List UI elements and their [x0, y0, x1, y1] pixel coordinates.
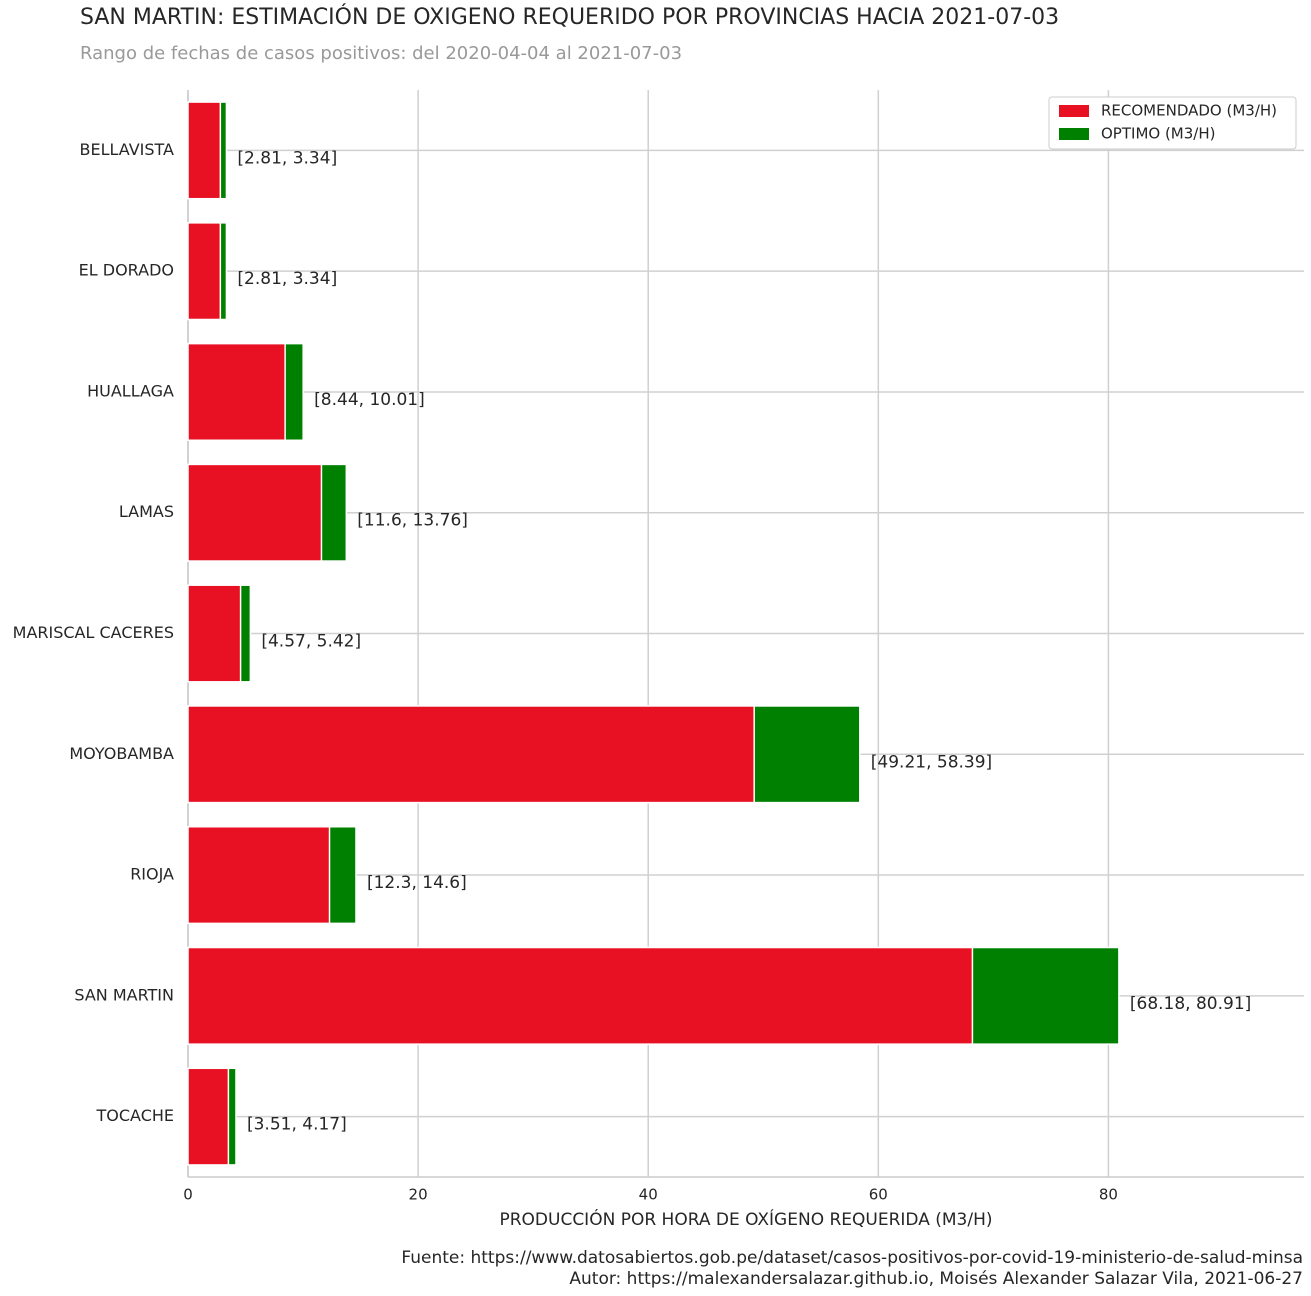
value-label: [2.81, 3.34]: [237, 269, 337, 289]
footer: Fuente: https://www.datosabiertos.gob.pe…: [401, 1248, 1303, 1268]
x-tick-label: 40: [639, 1186, 658, 1204]
bar: [187, 222, 222, 321]
y-tick-label: MOYOBAMBA: [69, 744, 174, 763]
bar: [187, 584, 242, 683]
legend-box: [1048, 96, 1297, 150]
chart-title: SAN MARTIN: ESTIMACIÓN DE OXIGENO REQUER…: [80, 4, 1059, 30]
value-label: [8.44, 10.01]: [314, 390, 425, 410]
chart-subtitle: Rango de fechas de casos positivos: del …: [80, 43, 682, 64]
footer: Autor: https://malexandersalazar.github.…: [569, 1269, 1303, 1289]
y-tick-label: LAMAS: [119, 502, 174, 521]
bar: [187, 705, 755, 804]
bar: [187, 946, 974, 1045]
bar: [187, 463, 323, 562]
bar: [187, 825, 331, 925]
y-tick-label: BELLAVISTA: [80, 140, 175, 159]
x-tick-label: 80: [1099, 1186, 1118, 1204]
value-label: [68.18, 80.91]: [1130, 994, 1251, 1014]
y-tick-label: EL DORADO: [79, 261, 174, 280]
legend-swatch: [1059, 105, 1089, 117]
y-tick-label: MARISCAL CACERES: [13, 623, 174, 642]
value-label: [4.57, 5.42]: [261, 632, 361, 652]
legend-swatch: [1059, 128, 1089, 140]
x-tick-label: 20: [409, 1186, 428, 1204]
value-label: [2.81, 3.34]: [237, 148, 337, 168]
value-label: [12.3, 14.6]: [367, 873, 467, 893]
value-label: [49.21, 58.39]: [871, 752, 992, 772]
x-axis-label: PRODUCCIÓN POR HORA DE OXÍGENO REQUERIDA…: [499, 1208, 992, 1230]
legend-label: OPTIMO (M3/H): [1101, 125, 1215, 143]
x-tick-label: 60: [869, 1186, 888, 1204]
bar: [187, 342, 286, 442]
value-label: [11.6, 13.76]: [357, 511, 468, 531]
legend-label: RECOMENDADO (M3/H): [1101, 102, 1277, 120]
y-tick-label: SAN MARTIN: [74, 985, 174, 1004]
bar: [187, 101, 222, 200]
y-tick-label: HUALLAGA: [87, 381, 174, 400]
y-tick-label: RIOJA: [130, 865, 174, 884]
value-label: [3.51, 4.17]: [247, 1115, 347, 1135]
x-tick-label: 0: [183, 1186, 193, 1204]
bar: [187, 1067, 230, 1166]
y-tick-label: TOCACHE: [95, 1106, 174, 1125]
